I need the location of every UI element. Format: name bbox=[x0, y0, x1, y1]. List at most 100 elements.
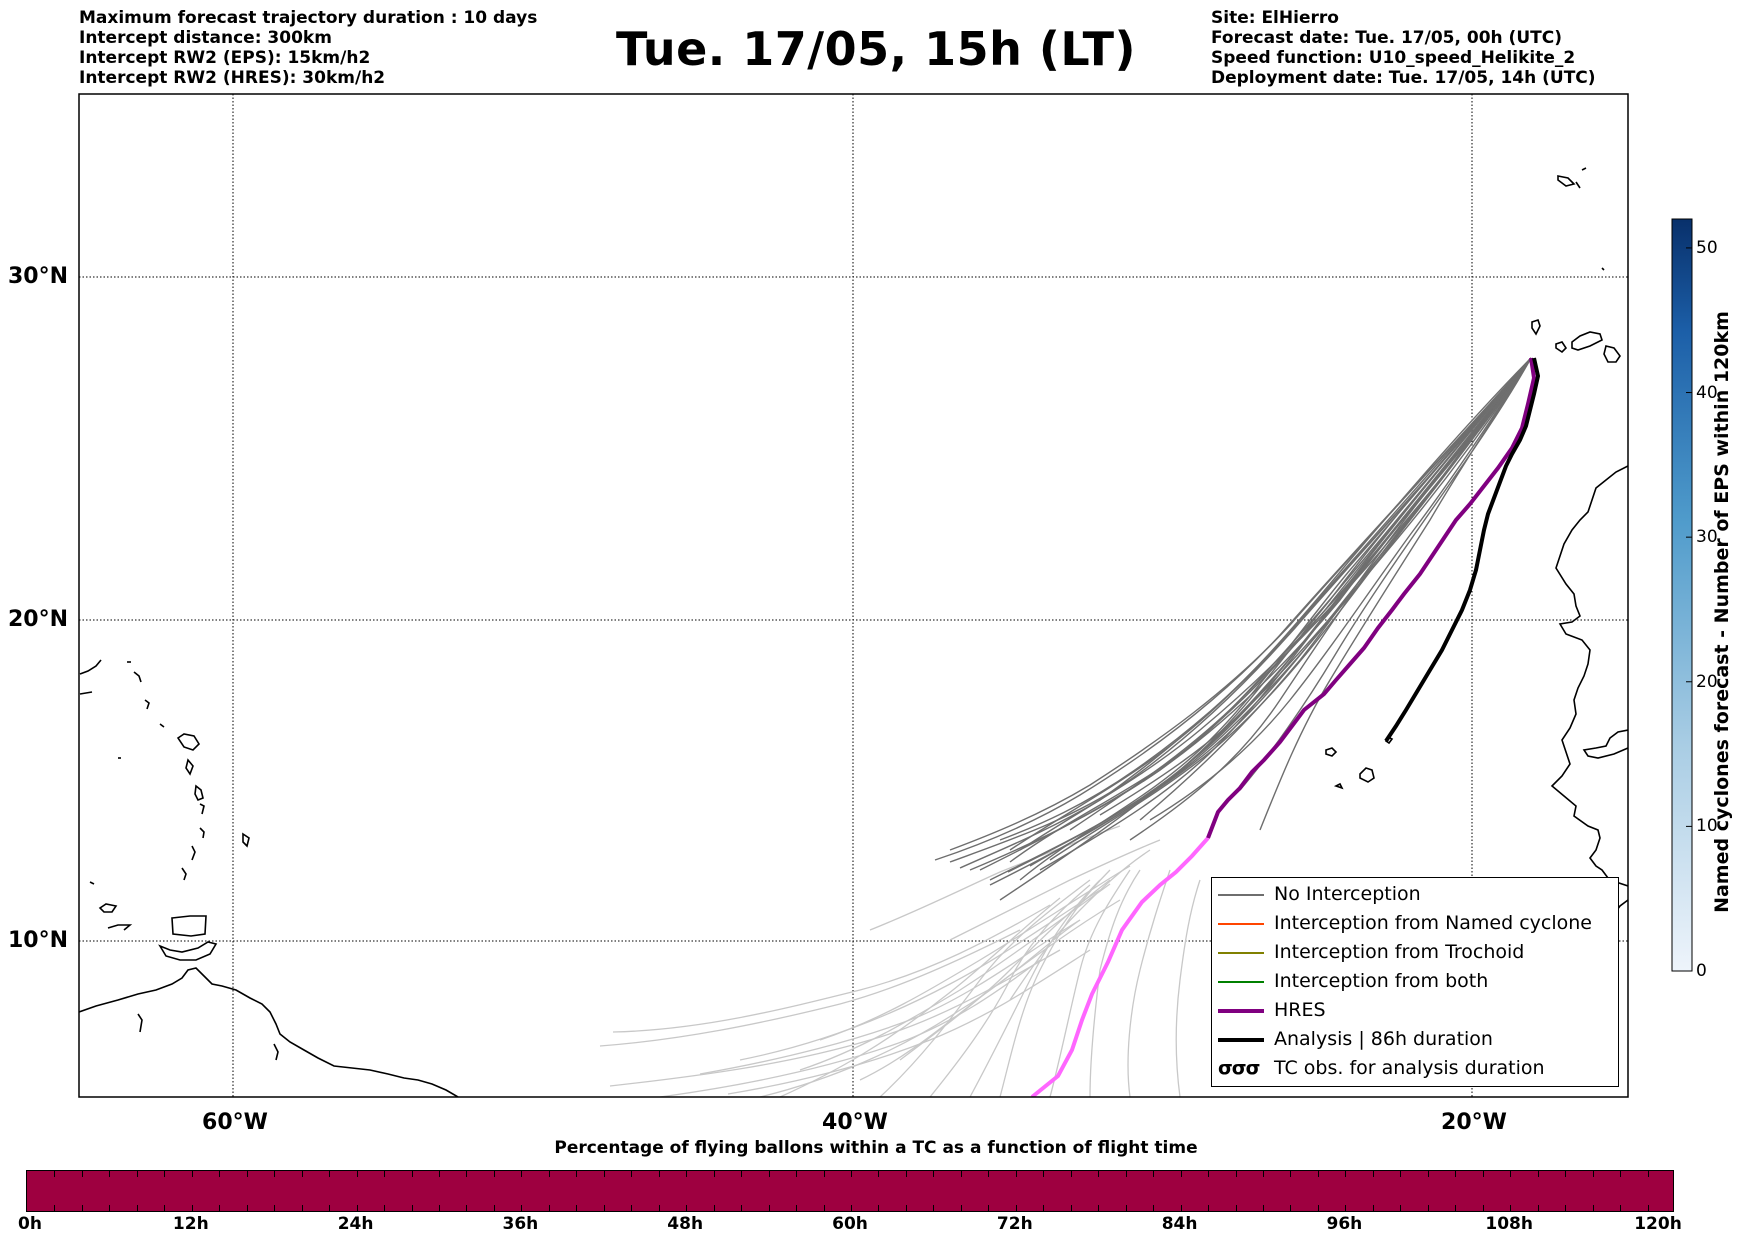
colorbar-segment-line bbox=[1098, 1171, 1100, 1177]
legend-item-hres: HRES bbox=[1212, 997, 1618, 1025]
colorbar-segment-line bbox=[576, 1205, 578, 1211]
colorbar-segment-line bbox=[1647, 1205, 1649, 1211]
colorbar-segment-line bbox=[713, 1205, 715, 1211]
colorbar-segment-line bbox=[1263, 1205, 1264, 1211]
coastlines bbox=[79, 167, 1628, 1097]
colorbar-segment-line bbox=[1537, 1205, 1539, 1211]
colorbar-segment-line bbox=[1125, 1205, 1127, 1211]
colorbar-segment-line bbox=[1317, 1171, 1319, 1177]
hres-trajectory-early bbox=[1206, 357, 1537, 839]
colorbar-tick-label: 0 bbox=[1696, 961, 1707, 981]
flight-time-tick-label: 120h bbox=[1634, 1214, 1682, 1234]
colorbar-segment-line bbox=[1620, 1205, 1622, 1211]
flight-time-tick-label: 84h bbox=[1161, 1214, 1198, 1234]
colorbar-segment-line bbox=[1592, 1171, 1594, 1177]
colorbar-segment-line bbox=[768, 1171, 770, 1177]
colorbar-segment-line bbox=[933, 1171, 935, 1177]
colorbar-tick-label: 40 bbox=[1696, 382, 1718, 403]
intercept-rw2-eps-text: Intercept RW2 (EPS): 15km/h2 bbox=[79, 48, 371, 68]
colorbar-segment-line bbox=[1647, 1171, 1649, 1177]
lat-label-30n: 30°N bbox=[8, 264, 69, 289]
colorbar-segment-line bbox=[1455, 1205, 1457, 1211]
olive-line-icon bbox=[1218, 952, 1264, 954]
eps-no-interception-trajectories bbox=[934, 357, 1532, 901]
colorbar-segment-line bbox=[329, 1171, 331, 1177]
colorbar-segment-line bbox=[796, 1205, 798, 1211]
colorbar-segment-line bbox=[439, 1205, 440, 1211]
colorbar-segment-line bbox=[1482, 1205, 1484, 1211]
colorbar-segment-line bbox=[1345, 1171, 1347, 1177]
eps-late-trajectories bbox=[599, 825, 1201, 1097]
legend-item-trochoid: Interception from Trochoid bbox=[1212, 939, 1618, 967]
colorbar-segment-line bbox=[411, 1171, 413, 1177]
colorbar-segment-line bbox=[1180, 1205, 1182, 1211]
header-right-info: Site: ElHierro Forecast date: Tue. 17/05… bbox=[1211, 8, 1596, 88]
colorbar-segment-line bbox=[164, 1205, 166, 1211]
hres-trajectory bbox=[1030, 836, 1210, 1097]
colorbar-segment-line bbox=[548, 1171, 550, 1177]
colorbar-segment-line bbox=[905, 1205, 907, 1211]
colorbar-segment-line bbox=[1153, 1205, 1155, 1211]
colorbar-segment-line bbox=[603, 1205, 605, 1211]
colorbar-segment-line bbox=[988, 1205, 990, 1211]
colorbar-segment-line bbox=[823, 1205, 825, 1211]
colorbar-segment-line bbox=[439, 1171, 440, 1177]
map-title: Tue. 17/05, 15h (LT) bbox=[616, 22, 1136, 76]
colorbar-segment-line bbox=[1510, 1205, 1512, 1211]
lat-label-10n: 10°N bbox=[8, 928, 69, 953]
colorbar-segment-line bbox=[1400, 1205, 1402, 1211]
flight-time-tick-label: 0h bbox=[18, 1214, 42, 1234]
colorbar-segment-line bbox=[988, 1171, 990, 1177]
colorbar-tick-label: 50 bbox=[1696, 237, 1718, 258]
max-duration-text: Maximum forecast trajectory duration : 1… bbox=[79, 8, 538, 28]
legend-item-both: Interception from both bbox=[1212, 968, 1618, 996]
lat-label-20n: 20°N bbox=[8, 607, 69, 632]
colorbar-segment-line bbox=[658, 1205, 660, 1211]
colorbar-segment-line bbox=[521, 1205, 523, 1211]
colorbar-segment-line bbox=[933, 1205, 935, 1211]
flight-time-tick-label: 12h bbox=[172, 1214, 209, 1234]
colorbar-segment-line bbox=[603, 1171, 605, 1177]
colorbar-segment-line bbox=[1208, 1205, 1210, 1211]
colorbar-segment-line bbox=[54, 1171, 56, 1177]
legend-item-analysis: Analysis | 86h duration bbox=[1212, 1026, 1618, 1054]
header-left-info: Maximum forecast trajectory duration : 1… bbox=[79, 8, 537, 88]
speed-function-text: Speed function: U10_speed_Helikite_2 bbox=[1211, 48, 1576, 68]
colorbar-segment-line bbox=[136, 1171, 138, 1177]
colorbar-segment-line bbox=[1592, 1205, 1594, 1211]
colorbar-segment-line bbox=[905, 1171, 907, 1177]
flight-time-tick-label: 60h bbox=[832, 1214, 868, 1234]
colorbar-segment-line bbox=[1043, 1205, 1045, 1211]
colorbar-segment-line bbox=[1317, 1205, 1319, 1211]
colorbar-segment-line bbox=[960, 1205, 962, 1211]
colorbar-segment-line bbox=[1180, 1171, 1182, 1177]
colorbar-segment-line bbox=[411, 1205, 413, 1211]
colorbar-segment-line bbox=[301, 1171, 303, 1177]
colorbar-segment-line bbox=[658, 1171, 660, 1177]
colorbar-segment-line bbox=[576, 1171, 578, 1177]
colorbar-segment-line bbox=[1070, 1205, 1072, 1211]
bottom-colorbar-title: Percentage of flying ballons within a TC… bbox=[554, 1138, 1198, 1158]
colorbar-segment-line bbox=[246, 1205, 248, 1211]
gray-line-icon bbox=[1218, 894, 1264, 896]
colorbar-segment-line bbox=[164, 1171, 166, 1177]
colorbar-segment-line bbox=[1565, 1171, 1567, 1177]
colorbar-segment-line bbox=[109, 1171, 111, 1177]
lon-label-20w: 20°W bbox=[1441, 1110, 1507, 1135]
map-grid bbox=[79, 94, 1628, 1097]
colorbar-tick-label: 20 bbox=[1696, 671, 1718, 692]
colorbar-segment-line bbox=[713, 1171, 715, 1177]
colorbar-segment-line bbox=[741, 1205, 743, 1211]
colorbar-segment-line bbox=[1427, 1171, 1429, 1177]
colorbar-segment-line bbox=[54, 1205, 56, 1211]
flight-time-tick-label: 108h bbox=[1485, 1214, 1533, 1234]
map-frame bbox=[78, 93, 1629, 1098]
colorbar-segment-line bbox=[878, 1205, 880, 1211]
colorbar-segment-line bbox=[1070, 1171, 1072, 1177]
colorbar-segment-line bbox=[493, 1205, 495, 1211]
colorbar-segment-line bbox=[301, 1205, 303, 1211]
colorbar-segment-line bbox=[1537, 1171, 1539, 1177]
flight-time-tick-label: 24h bbox=[337, 1214, 374, 1234]
purple-line-icon bbox=[1218, 1009, 1264, 1013]
colorbar-segment-line bbox=[686, 1171, 688, 1177]
